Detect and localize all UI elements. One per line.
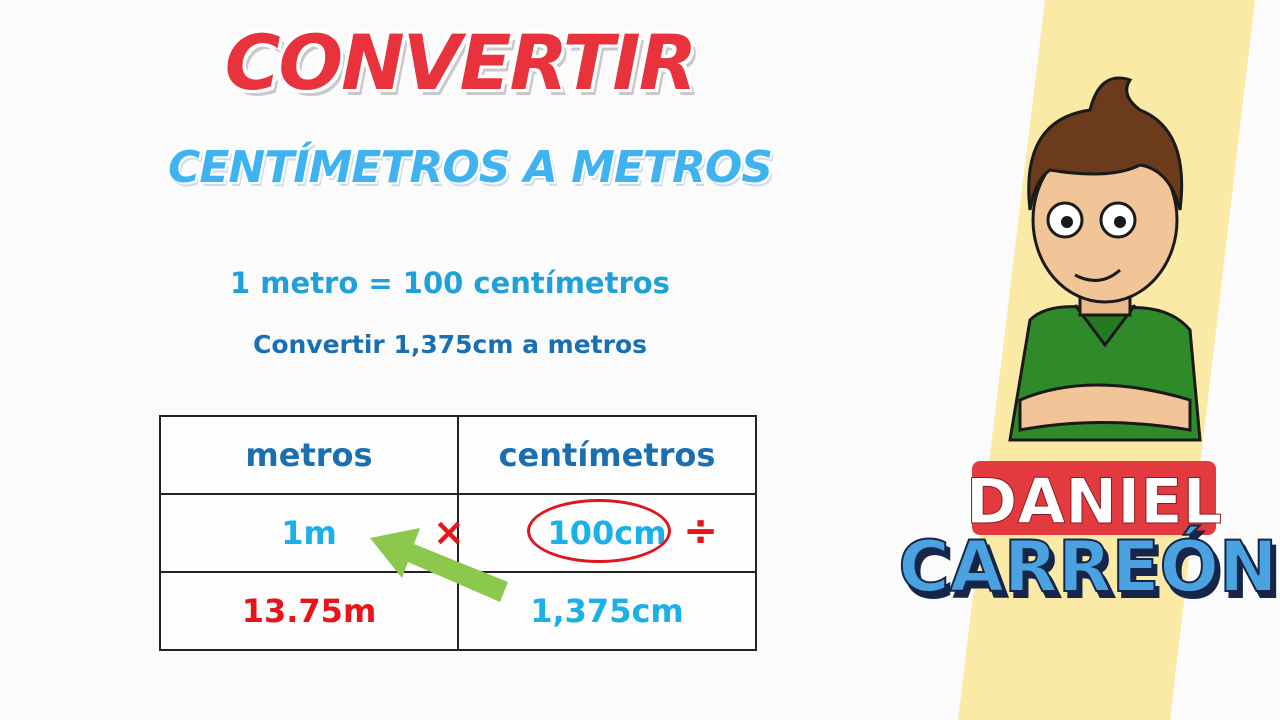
table-header-row: metros centímetros	[159, 415, 757, 495]
header-metros: metros	[245, 436, 373, 474]
cell-1375cm: 1,375cm	[530, 592, 684, 630]
multiply-icon: ×	[433, 510, 465, 554]
logo-line1: DANIEL	[966, 465, 1222, 538]
cell-answer-meters: 13.75m	[241, 592, 377, 630]
channel-logo: DANIEL CARREÓN	[900, 461, 1279, 605]
cartoon-character	[1008, 76, 1202, 442]
cell-1m: 1m	[281, 514, 337, 552]
table-row: 13.75m 1,375cm	[159, 571, 757, 651]
header-metros-cell: metros	[159, 415, 459, 495]
conversion-table: metros centímetros 1m 100cm 13.75m 1,375…	[159, 415, 757, 651]
page-title: CONVERTIR	[224, 18, 697, 107]
logo-line2: CARREÓN	[900, 526, 1278, 605]
header-centimetros: centímetros	[498, 436, 716, 474]
divide-icon: ÷	[683, 506, 719, 555]
green-arrow-icon	[370, 528, 508, 602]
problem-text: Convertir 1,375cm a metros	[252, 330, 648, 359]
cell-answer-meters-cell: 13.75m	[159, 571, 459, 651]
page-subtitle: CENTÍMETROS A METROS	[168, 142, 773, 193]
header-centimetros-cell: centímetros	[457, 415, 757, 495]
equivalence-text: 1 metro = 100 centímetros	[230, 266, 670, 300]
highlight-circle	[527, 499, 671, 563]
